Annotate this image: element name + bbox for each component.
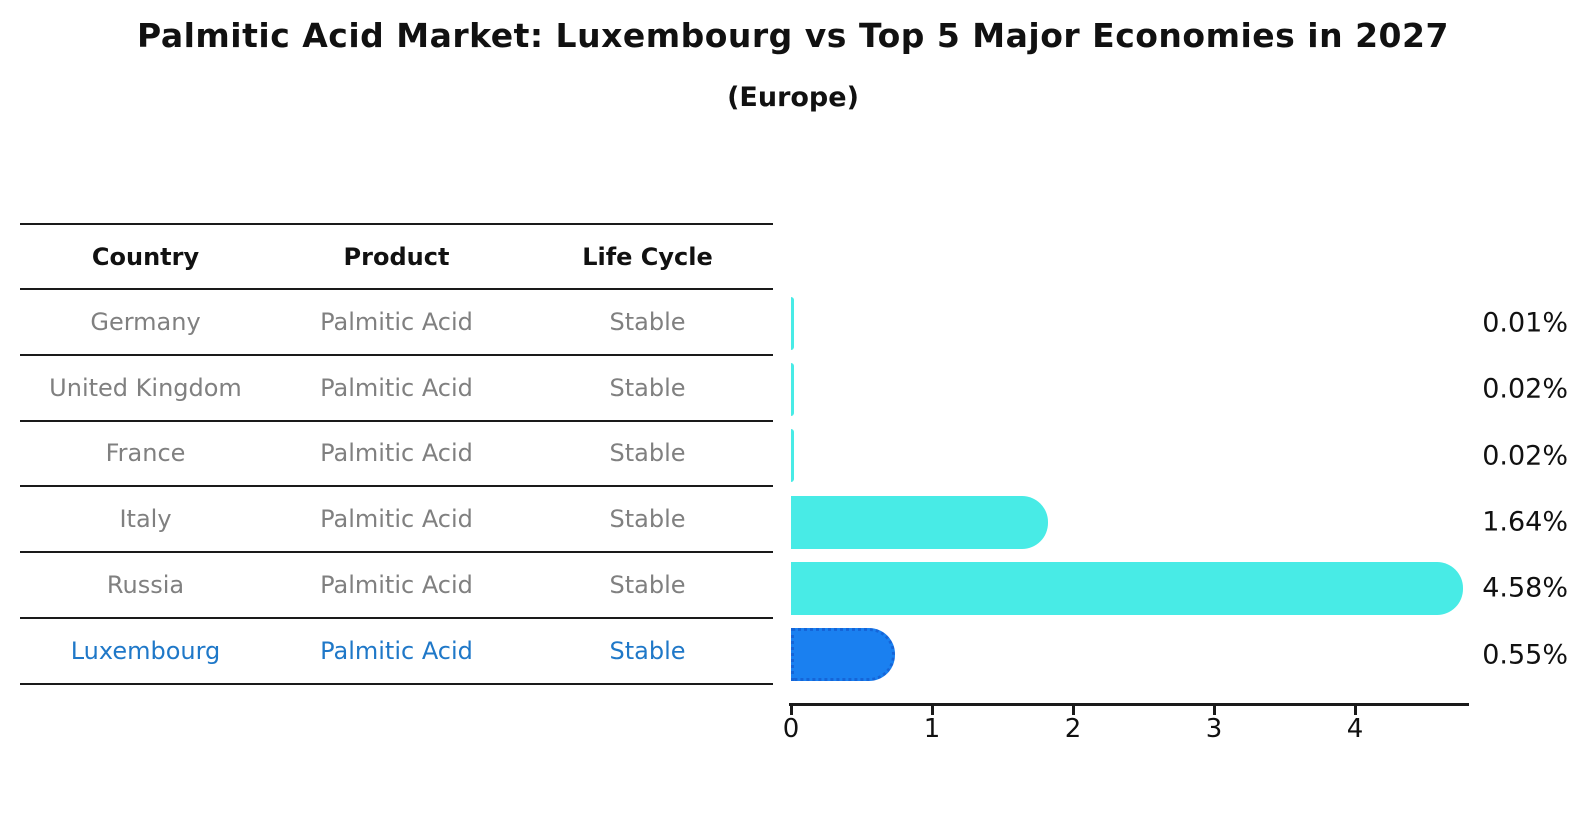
country-table: Country Product Life Cycle Germany Palmit… (20, 223, 773, 685)
x-axis-line (789, 703, 1469, 706)
x-axis-tick-label: 0 (782, 714, 800, 744)
cell-country: Italy (119, 505, 172, 534)
value-label: 0.02% (1482, 440, 1568, 472)
value-label: 1.64% (1482, 506, 1568, 538)
x-axis-tick (1353, 706, 1357, 715)
cell-country: France (105, 439, 186, 468)
page-subtitle: (Europe) (727, 82, 859, 113)
cell-life-cycle: Stable (609, 505, 686, 534)
page-title: Palmitic Acid Market: Luxembourg vs Top … (137, 16, 1449, 55)
cell-product: Palmitic Acid (320, 439, 473, 468)
x-axis-tick (1071, 706, 1075, 715)
table-row: Germany Palmitic Acid Stable (20, 290, 773, 356)
table-header-row: Country Product Life Cycle (20, 223, 773, 290)
bar-germany (791, 296, 794, 350)
table-row: Italy Palmitic Acid Stable (20, 487, 773, 554)
table-row: Luxembourg Palmitic Acid Stable (20, 619, 773, 685)
column-header-life-cycle: Life Cycle (582, 242, 713, 271)
bar-luxembourg (791, 628, 895, 682)
cell-product: Palmitic Acid (320, 505, 473, 534)
value-label: 0.01% (1482, 307, 1568, 339)
cell-country: Germany (90, 307, 201, 336)
cell-product: Palmitic Acid (320, 373, 473, 402)
bar-united-kingdom (791, 362, 794, 416)
table-row: United Kingdom Palmitic Acid Stable (20, 356, 773, 422)
table-row: Russia Palmitic Acid Stable (20, 553, 773, 619)
x-axis-tick (789, 706, 793, 715)
cell-life-cycle: Stable (609, 307, 686, 336)
cell-country: United Kingdom (49, 373, 242, 402)
bar-russia (791, 561, 1463, 615)
x-axis-tick (930, 706, 934, 715)
value-label: 4.58% (1482, 572, 1568, 604)
x-axis-tick-label: 2 (1064, 714, 1082, 744)
x-axis-tick-label: 4 (1346, 714, 1364, 744)
cell-country: Russia (106, 571, 185, 600)
x-axis-tick-label: 3 (1205, 714, 1223, 744)
cell-life-cycle: Stable (609, 636, 686, 665)
column-header-product: Product (343, 242, 450, 271)
column-header-country: Country (91, 242, 200, 271)
cell-life-cycle: Stable (609, 373, 686, 402)
cell-product: Palmitic Acid (320, 636, 473, 665)
bar-france (791, 429, 794, 483)
table-row: France Palmitic Acid Stable (20, 422, 773, 488)
cell-life-cycle: Stable (609, 439, 686, 468)
cell-country: Luxembourg (70, 636, 221, 665)
table-body: Germany Palmitic Acid Stable United Kingdom… (20, 290, 773, 685)
cell-product: Palmitic Acid (320, 571, 473, 600)
cell-product: Palmitic Acid (320, 307, 473, 336)
cell-life-cycle: Stable (609, 571, 686, 600)
x-axis-tick (1212, 706, 1216, 715)
value-label: 0.55% (1482, 639, 1568, 671)
x-axis-tick-label: 1 (923, 714, 941, 744)
bar-italy (791, 495, 1049, 549)
value-label: 0.02% (1482, 373, 1568, 405)
